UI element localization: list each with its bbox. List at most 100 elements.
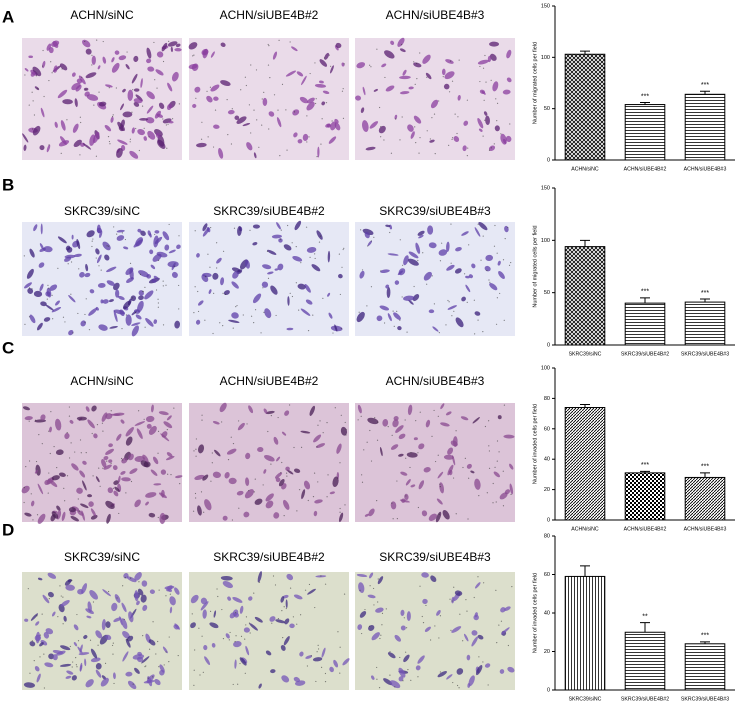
cell — [273, 436, 279, 445]
cell — [203, 645, 208, 651]
cell — [39, 642, 44, 647]
cell — [151, 278, 157, 283]
pore — [283, 515, 285, 517]
cell — [330, 121, 337, 131]
cell — [112, 465, 118, 471]
cell — [332, 476, 339, 488]
cell — [227, 596, 232, 601]
pore — [321, 118, 323, 120]
cell — [168, 249, 176, 254]
cell — [276, 456, 281, 462]
pore — [383, 139, 385, 141]
cell — [29, 248, 35, 258]
pore — [495, 323, 498, 325]
pore — [405, 457, 407, 459]
pore — [495, 98, 497, 100]
pore — [110, 410, 112, 412]
significance-label: *** — [701, 633, 709, 640]
pore — [154, 79, 156, 81]
pore — [111, 644, 114, 647]
cell — [293, 468, 301, 473]
pore — [60, 595, 62, 597]
pore — [466, 155, 468, 157]
cell — [375, 607, 384, 613]
pore — [201, 419, 203, 421]
cell — [71, 72, 76, 77]
pore — [245, 84, 247, 87]
pore — [431, 435, 433, 437]
cell — [117, 295, 125, 301]
pore — [157, 259, 160, 261]
cell — [202, 223, 208, 232]
cell — [131, 322, 141, 326]
cell — [321, 647, 326, 658]
pore — [240, 635, 243, 637]
pore — [168, 223, 170, 226]
cell — [66, 247, 73, 253]
cell — [116, 433, 122, 441]
pore — [62, 623, 64, 625]
pore — [75, 657, 77, 659]
cell — [254, 616, 263, 623]
pore — [439, 260, 442, 262]
pore — [32, 519, 34, 521]
pore — [132, 683, 134, 685]
pore — [285, 472, 288, 474]
cell — [150, 264, 156, 270]
pore — [124, 576, 126, 579]
pore — [116, 597, 118, 599]
x-tick-label: ACHN/siNC — [571, 166, 599, 172]
pore — [129, 141, 131, 143]
cell — [428, 242, 437, 249]
pore — [107, 136, 110, 138]
cell — [357, 624, 363, 630]
pore — [316, 156, 318, 158]
cell — [158, 102, 165, 110]
cell — [367, 240, 373, 246]
pore — [206, 90, 208, 92]
cell — [140, 78, 143, 89]
pore — [80, 121, 82, 124]
cell — [46, 43, 52, 51]
cell — [54, 121, 58, 128]
cell — [148, 425, 157, 435]
cell — [113, 310, 118, 322]
cell — [108, 299, 114, 303]
cell — [257, 446, 264, 453]
cell — [408, 251, 419, 259]
pore — [170, 474, 172, 476]
pore — [431, 117, 433, 119]
pore — [324, 680, 327, 683]
pore — [68, 457, 71, 459]
pore — [437, 415, 439, 417]
pore — [61, 68, 63, 70]
significance-label: *** — [641, 289, 649, 296]
pore — [399, 656, 401, 659]
cell — [399, 91, 410, 95]
pore — [166, 147, 168, 149]
pore — [102, 430, 104, 432]
image-caption: SKRC39/siUBE4B#2 — [213, 204, 325, 218]
cell — [173, 624, 180, 630]
cell — [116, 235, 125, 241]
pore — [250, 315, 253, 317]
cell — [252, 293, 262, 304]
significance-label: ** — [642, 613, 648, 620]
pore — [306, 141, 308, 143]
bar — [684, 476, 726, 521]
cell — [222, 581, 233, 589]
pore — [289, 41, 291, 43]
cell — [400, 625, 406, 631]
y-tick-label: 60 — [544, 572, 550, 578]
cell — [204, 656, 211, 666]
pore — [296, 510, 298, 512]
cell — [454, 590, 463, 596]
pore — [42, 65, 44, 67]
pore — [35, 75, 37, 77]
pore — [291, 295, 294, 298]
pore — [64, 500, 66, 502]
pore — [144, 286, 146, 289]
pore — [205, 276, 207, 278]
cell — [137, 588, 144, 596]
pore — [235, 635, 237, 637]
